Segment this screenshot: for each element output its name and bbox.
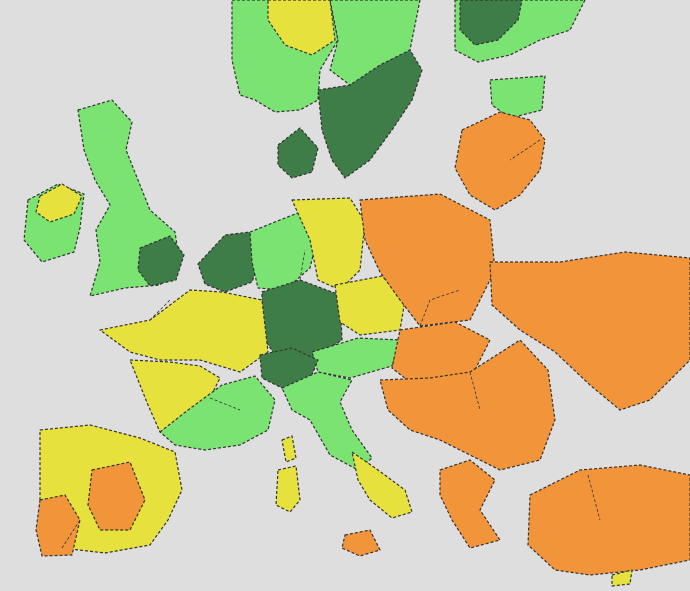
region-germany-north	[291, 197, 366, 291]
region-spain-south	[87, 461, 146, 531]
region-italy-north	[281, 371, 373, 471]
region-italy-south	[351, 451, 413, 519]
region-france-south	[159, 375, 276, 451]
region-london-east-england	[137, 235, 185, 287]
region-denmark	[277, 127, 319, 179]
region-germany-west	[249, 211, 319, 291]
region-sicily	[341, 529, 381, 557]
region-cyprus	[611, 569, 633, 587]
region-austria	[311, 337, 401, 379]
region-russia-enclave	[489, 75, 546, 119]
region-portugal	[35, 494, 81, 557]
region-sardinia	[275, 465, 301, 513]
region-sweden	[317, 49, 423, 179]
region-france-north	[99, 289, 269, 373]
region-greece	[439, 459, 501, 549]
region-finland-east	[459, 0, 523, 46]
region-northern-ireland	[35, 183, 83, 223]
region-baltic-states	[454, 111, 546, 211]
region-ukraine-belarus	[489, 251, 690, 411]
region-norway-inner	[267, 0, 336, 56]
region-turkey	[527, 464, 690, 576]
region-corsica	[281, 435, 297, 463]
internal-boundaries	[61, 139, 601, 549]
